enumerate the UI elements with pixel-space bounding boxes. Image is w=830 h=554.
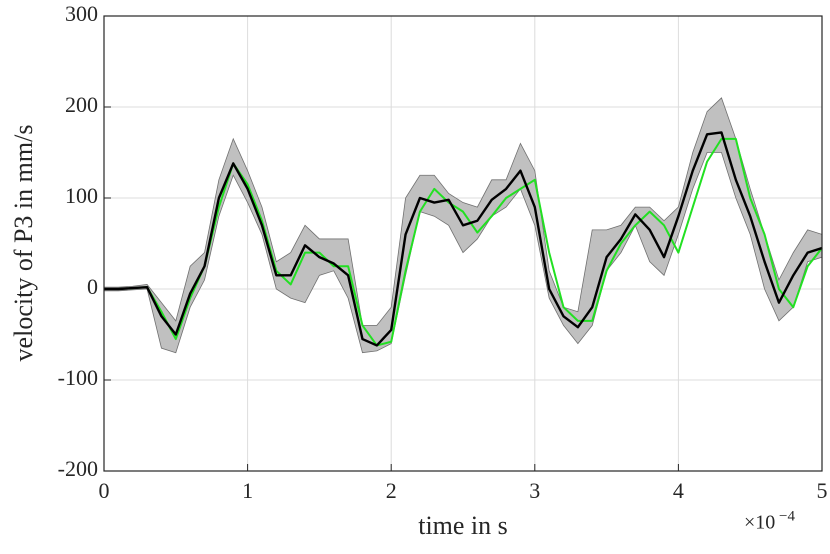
x-tick-label: 0 (99, 478, 110, 503)
y-tick-label: -100 (58, 365, 98, 390)
x-multiplier: ×10 (744, 512, 775, 534)
x-tick-label: 3 (529, 478, 540, 503)
y-tick-label: 200 (65, 92, 98, 117)
x-multiplier-exponent: −4 (779, 508, 795, 524)
y-tick-label: 100 (65, 183, 98, 208)
line (104, 131, 823, 347)
x-tick-label: 1 (242, 478, 253, 503)
plot-frame (103, 15, 823, 472)
x-tick-label: 5 (817, 478, 828, 503)
x-tick-label: 2 (386, 478, 397, 503)
x-axis-label: time in s (418, 511, 508, 540)
y-tick-label: 0 (87, 274, 98, 299)
y-axis-label: velocity of P3 in mm/s (9, 125, 38, 362)
y-tick-label: -200 (58, 456, 98, 481)
line (104, 137, 823, 347)
y-tick-label: 300 (65, 1, 98, 26)
x-tick-label: 4 (673, 478, 684, 503)
